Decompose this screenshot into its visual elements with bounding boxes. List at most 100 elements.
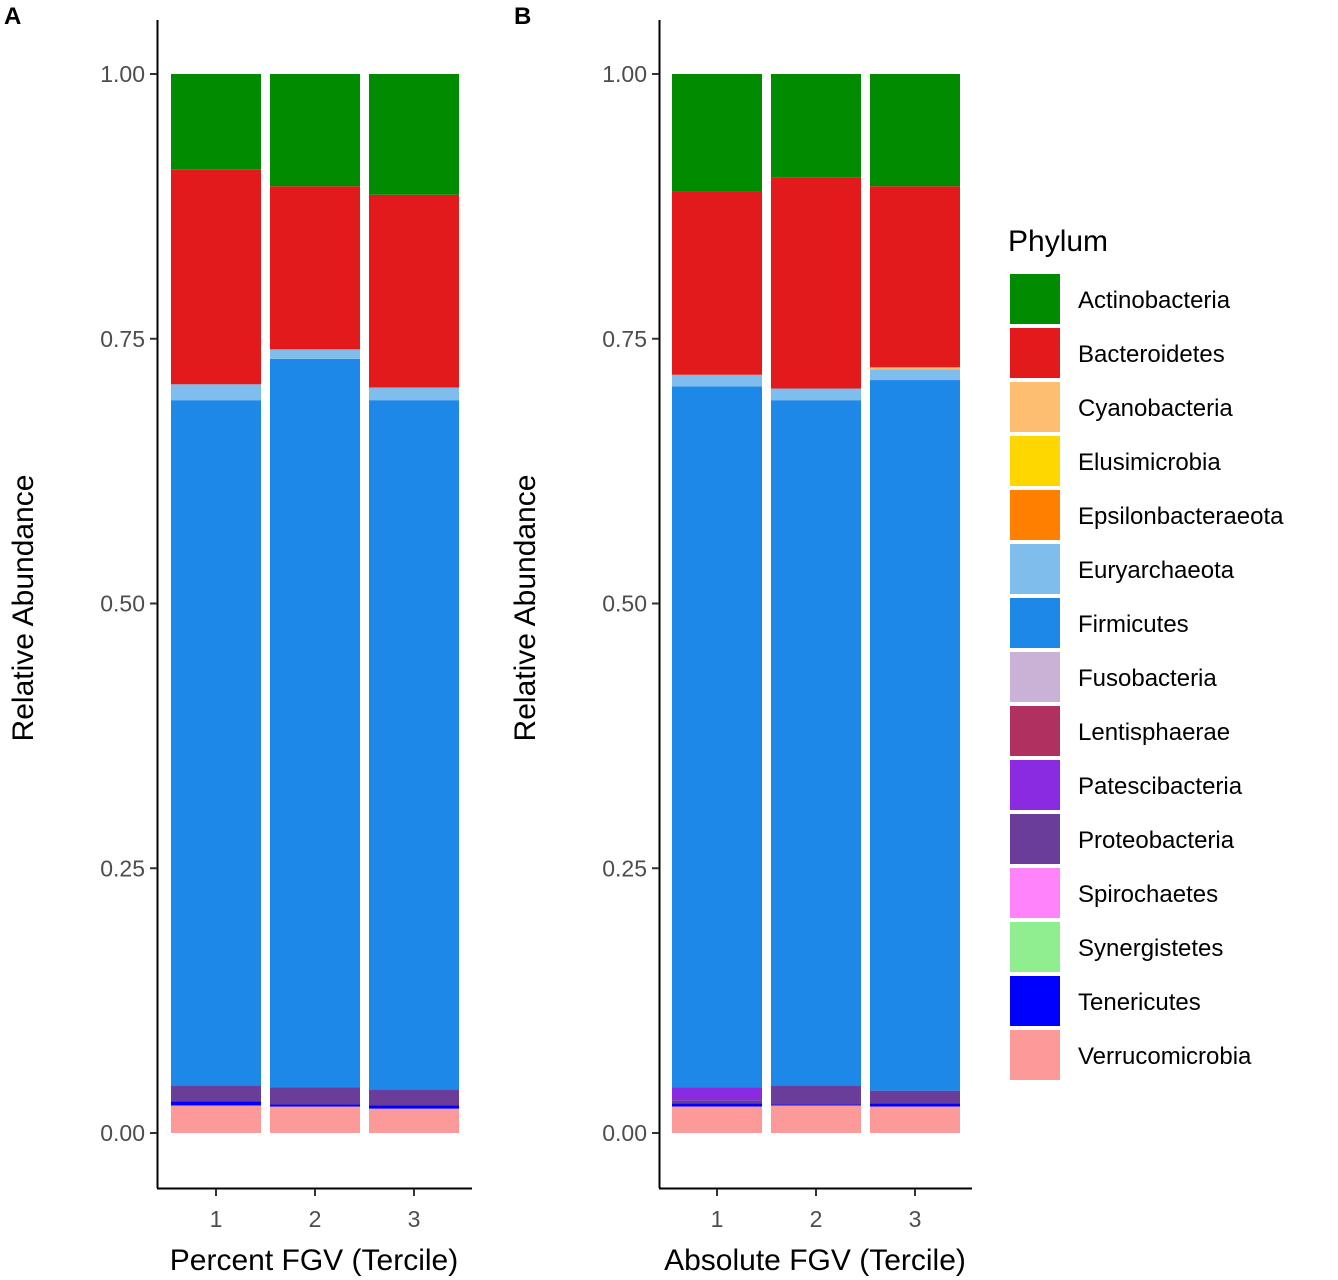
- legend-swatch-tenericutes: [1010, 976, 1060, 1026]
- legend-swatch-bacteroidetes: [1010, 328, 1060, 378]
- panel-a-x-axis-title: Percent FGV (Tercile): [170, 1244, 458, 1277]
- panel-a-y-tick-label-2: 0.50: [100, 591, 145, 617]
- legend-items: Actinobacteria Bacteroidetes Cyanobacteria…: [1010, 274, 1284, 1080]
- panel-b-bars: [672, 74, 960, 1133]
- panel-a-bar-2-euryarchaeota: [270, 349, 360, 359]
- legend-label-tenericutes: Tenericutes: [1078, 989, 1201, 1016]
- legend-label-elusimicrobia: Elusimicrobia: [1078, 449, 1221, 476]
- panel-a-bar-1-actinobacteria: [171, 74, 261, 170]
- panel-a-bar-1-bacteroidetes: [171, 169, 261, 385]
- panel-b-y-ticks: 0.00 0.25 0.50 0.75 1.00: [602, 61, 659, 1146]
- panel-b-x-tick-label-2: 2: [810, 1206, 823, 1232]
- panel-b-bar-1-verrucomicrobia: [672, 1106, 762, 1133]
- panel-a-bar-3-bacteroidetes: [369, 194, 459, 388]
- panel-a-bar-3-tenericutes: [369, 1105, 459, 1109]
- panel-a-bar-1-euryarchaeota: [171, 384, 261, 401]
- panel-b-x-tick-label-1: 1: [711, 1206, 724, 1232]
- panel-a-bar-3-proteobacteria: [369, 1089, 459, 1106]
- panel-a-bars: [171, 74, 459, 1133]
- panel-a-bar-3-firmicutes: [369, 400, 459, 1090]
- panel-a-bar-1-verrucomicrobia: [171, 1105, 261, 1133]
- legend-title: Phylum: [1008, 225, 1108, 258]
- panel-a: A 0.00 0.25 0.50 0.75 1.00 1 2 3 Percent FGV (…: [4, 3, 472, 1277]
- legend-label-spirochaetes: Spirochaetes: [1078, 881, 1218, 908]
- legend-label-bacteroidetes: Bacteroidetes: [1078, 341, 1225, 368]
- panel-b-x-ticks: 1 2 3: [711, 1189, 922, 1232]
- legend-label-patescibacteria: Patescibacteria: [1078, 773, 1243, 800]
- panel-b-bar-1-firmicutes: [672, 386, 762, 1088]
- legend-swatch-lentisphaerae: [1010, 706, 1060, 756]
- legend-label-epsilonbacteraeota: Epsilonbacteraeota: [1078, 503, 1284, 530]
- panel-b-x-axis-title: Absolute FGV (Tercile): [664, 1244, 966, 1277]
- panel-a-y-tick-label-1: 0.25: [100, 855, 145, 881]
- legend-swatch-synergistetes: [1010, 922, 1060, 972]
- panel-b-bar-2-actinobacteria: [771, 74, 861, 178]
- panel-b-y-tick-label-3: 0.75: [602, 326, 647, 352]
- legend-swatch-verrucomicrobia: [1010, 1030, 1060, 1080]
- panel-b-bar-3-firmicutes: [870, 380, 960, 1091]
- panel-a-y-tick-label-0: 0.00: [100, 1120, 145, 1146]
- panel-a-y-ticks: 0.00 0.25 0.50 0.75 1.00: [100, 61, 157, 1146]
- panel-b-bar-3-actinobacteria: [870, 74, 960, 187]
- legend-label-verrucomicrobia: Verrucomicrobia: [1078, 1043, 1252, 1070]
- panel-b-bar-3-cyanobacteria: [870, 367, 960, 370]
- panel-a-x-tick-label-3: 3: [408, 1206, 421, 1232]
- legend-label-euryarchaeota: Euryarchaeota: [1078, 557, 1235, 584]
- panel-b-y-tick-label-2: 0.50: [602, 591, 647, 617]
- panel-b-bar-3-tenericutes: [870, 1103, 960, 1107]
- legend-label-lentisphaerae: Lentisphaerae: [1078, 719, 1230, 746]
- panel-b-bar-2-firmicutes: [771, 400, 861, 1086]
- legend-label-firmicutes: Firmicutes: [1078, 611, 1189, 638]
- panel-b-bar-3-euryarchaeota: [870, 369, 960, 381]
- legend-swatch-actinobacteria: [1010, 274, 1060, 324]
- legend-label-fusobacteria: Fusobacteria: [1078, 665, 1217, 692]
- panel-b-bar-2-verrucomicrobia: [771, 1105, 861, 1133]
- panel-b-bar-3-verrucomicrobia: [870, 1106, 960, 1133]
- panel-b-letter: B: [514, 3, 531, 30]
- panel-a-y-tick-label-4: 1.00: [100, 61, 145, 87]
- panel-b-bar-3-bacteroidetes: [870, 186, 960, 368]
- panel-a-bar-2-proteobacteria: [270, 1087, 360, 1105]
- panel-b-bar-1-euryarchaeota: [672, 374, 762, 387]
- panel-b-bar-2-tenericutes: [771, 1104, 861, 1106]
- panel-b-bar-3-proteobacteria: [870, 1090, 960, 1104]
- panel-a-letter: A: [4, 3, 21, 30]
- legend-swatch-patescibacteria: [1010, 760, 1060, 810]
- panel-a-bar-1-firmicutes: [171, 400, 261, 1086]
- panel-a-bar-2-bacteroidetes: [270, 186, 360, 350]
- legend-swatch-cyanobacteria: [1010, 382, 1060, 432]
- panel-a-bar-3-euryarchaeota: [369, 387, 459, 401]
- legend-label-cyanobacteria: Cyanobacteria: [1078, 395, 1233, 422]
- panel-b-y-axis-title: Relative Abundance: [509, 475, 542, 742]
- panel-b-bar-2-proteobacteria: [771, 1085, 861, 1105]
- panel-a-bar-2-verrucomicrobia: [270, 1106, 360, 1133]
- panel-b-y-tick-label-1: 0.25: [602, 855, 647, 881]
- panel-a-x-ticks: 1 2 3: [210, 1189, 421, 1232]
- panel-b-bar-2-bacteroidetes: [771, 177, 861, 389]
- panel-a-x-tick-label-2: 2: [309, 1206, 322, 1232]
- panel-a-bar-2-tenericutes: [270, 1104, 360, 1107]
- legend-swatch-firmicutes: [1010, 598, 1060, 648]
- legend-swatch-elusimicrobia: [1010, 436, 1060, 486]
- legend-label-synergistetes: Synergistetes: [1078, 935, 1223, 962]
- legend-label-actinobacteria: Actinobacteria: [1078, 287, 1231, 314]
- panel-b-y-tick-label-0: 0.00: [602, 1120, 647, 1146]
- panel-b-bar-1-bacteroidetes: [672, 191, 762, 375]
- panel-b-bar-1-tenericutes: [672, 1103, 762, 1107]
- legend-swatch-proteobacteria: [1010, 814, 1060, 864]
- panel-a-y-axis-title: Relative Abundance: [7, 475, 40, 742]
- legend-swatch-euryarchaeota: [1010, 544, 1060, 594]
- panel-a-bar-2-actinobacteria: [270, 74, 360, 187]
- legend-label-proteobacteria: Proteobacteria: [1078, 827, 1235, 854]
- panel-b-bar-1-patescibacteria: [672, 1087, 762, 1101]
- panel-b-bar-1-proteobacteria: [672, 1100, 762, 1104]
- panel-a-bar-2-firmicutes: [270, 358, 360, 1088]
- legend: Phylum Actinobacteria Bacteroidetes Cyanob…: [1008, 225, 1284, 1080]
- legend-swatch-fusobacteria: [1010, 652, 1060, 702]
- panel-b-y-tick-label-4: 1.00: [602, 61, 647, 87]
- panel-b-x-tick-label-3: 3: [909, 1206, 922, 1232]
- panel-a-bar-3-verrucomicrobia: [369, 1108, 459, 1133]
- panel-a-bar-3-actinobacteria: [369, 74, 459, 195]
- panel-a-x-tick-label-1: 1: [210, 1206, 223, 1232]
